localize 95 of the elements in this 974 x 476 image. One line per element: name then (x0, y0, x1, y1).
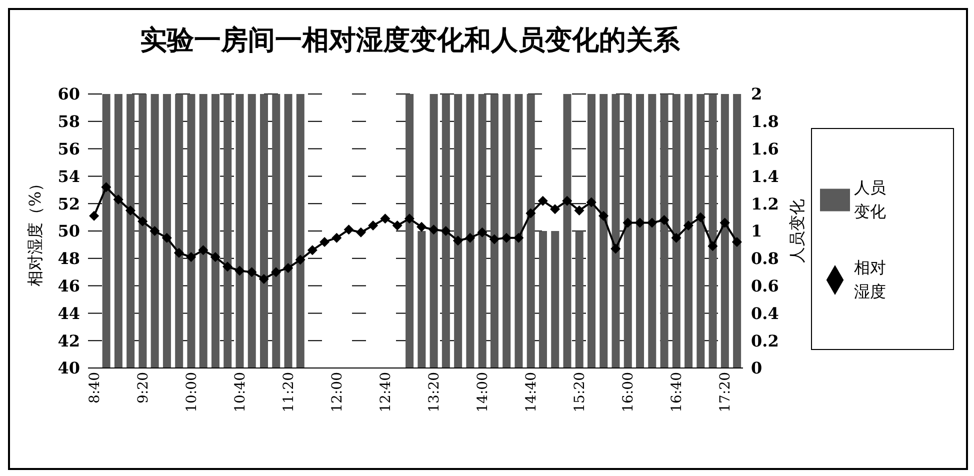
point (696, 212, 706, 222)
point (271, 267, 282, 278)
point (356, 227, 366, 238)
point (344, 224, 354, 235)
point (659, 215, 670, 226)
x-tick-label: 10:40 (232, 372, 249, 412)
point (586, 197, 596, 208)
y-axis-title: 相对湿度（%） (26, 175, 45, 287)
y-tick-label: 58 (58, 112, 80, 132)
y2-tick-label: 0.2 (751, 331, 779, 350)
point (101, 182, 112, 192)
x-tick-label: 8:40 (87, 372, 104, 404)
point (452, 236, 463, 246)
point (246, 267, 257, 278)
y2-axis-title: 人员变化 (788, 199, 807, 263)
x-tick-label: 12:40 (378, 372, 394, 412)
point (610, 244, 621, 254)
y-tick-label: 48 (58, 249, 80, 268)
point (501, 232, 512, 243)
y2-tick-label: 0.6 (751, 276, 779, 296)
chart-title: 实验一房间一相对湿度变化和人员变化的关系 (139, 24, 681, 58)
point (234, 266, 245, 276)
point (634, 218, 645, 228)
point (647, 218, 658, 228)
point (368, 220, 378, 231)
x-tick-label: 15:20 (572, 372, 588, 412)
point (514, 232, 524, 243)
point (150, 226, 160, 236)
y2-tick-label: 1.2 (751, 194, 779, 214)
point (708, 241, 718, 252)
x-tick-label: 16:40 (669, 372, 686, 412)
point (222, 262, 232, 272)
point (465, 232, 476, 243)
point (428, 224, 439, 235)
y2-tick-label: 1.6 (751, 139, 779, 158)
x-tick-label: 14:00 (475, 372, 492, 412)
x-tick-label: 16:00 (620, 372, 637, 412)
point (113, 194, 124, 204)
y-tick-label: 52 (58, 194, 80, 214)
legend-label: 人员变化 (854, 176, 887, 223)
point (538, 196, 548, 206)
y2-tick-label: 0.8 (751, 249, 779, 268)
point (186, 252, 196, 262)
point (598, 210, 609, 221)
point (162, 232, 172, 243)
y2-tick-label: 1.4 (751, 166, 779, 186)
point (392, 220, 402, 231)
point (307, 245, 318, 256)
y2-tick-label: 1 (751, 222, 762, 241)
y2-tick-label: 1.8 (751, 112, 779, 132)
point (562, 196, 572, 206)
point (174, 248, 184, 258)
y-tick-label: 54 (58, 166, 80, 186)
legend-label: 相对湿度 (854, 256, 887, 303)
y-tick-label: 42 (58, 331, 80, 350)
point (380, 214, 390, 224)
point (489, 234, 500, 244)
point (210, 252, 220, 262)
point (283, 262, 294, 273)
point (440, 226, 451, 236)
point (332, 232, 342, 243)
point (258, 274, 269, 284)
point (550, 204, 560, 214)
y2-tick-label: 2 (751, 84, 762, 104)
point (622, 218, 633, 228)
x-tick-label: 9:20 (136, 372, 152, 404)
x-tick-label: 13:20 (426, 372, 443, 412)
point (198, 245, 208, 256)
point (574, 205, 584, 216)
y-tick-label: 56 (58, 139, 80, 158)
y-tick-label: 44 (58, 304, 80, 323)
y2-tick-label: 0 (751, 358, 762, 378)
point (125, 205, 136, 216)
x-tick-label: 17:20 (718, 372, 734, 412)
x-tick-label: 11:20 (281, 372, 298, 412)
point (320, 236, 330, 247)
point (138, 216, 148, 226)
point (404, 214, 414, 224)
y-tick-label: 60 (58, 84, 80, 104)
point (89, 210, 100, 221)
point (526, 208, 536, 218)
point (720, 218, 730, 228)
x-tick-label: 14:40 (524, 372, 540, 412)
x-tick-label: 10:00 (184, 372, 200, 412)
point (477, 227, 488, 238)
y-tick-label: 46 (58, 276, 80, 296)
point (732, 236, 742, 247)
point (671, 232, 682, 243)
point (683, 220, 694, 231)
point (416, 222, 427, 232)
y-tick-label: 50 (58, 222, 80, 241)
x-tick-label: 12:00 (330, 372, 346, 412)
y-tick-label: 40 (58, 358, 80, 378)
y2-tick-label: 0.4 (751, 304, 779, 323)
point (295, 254, 306, 265)
